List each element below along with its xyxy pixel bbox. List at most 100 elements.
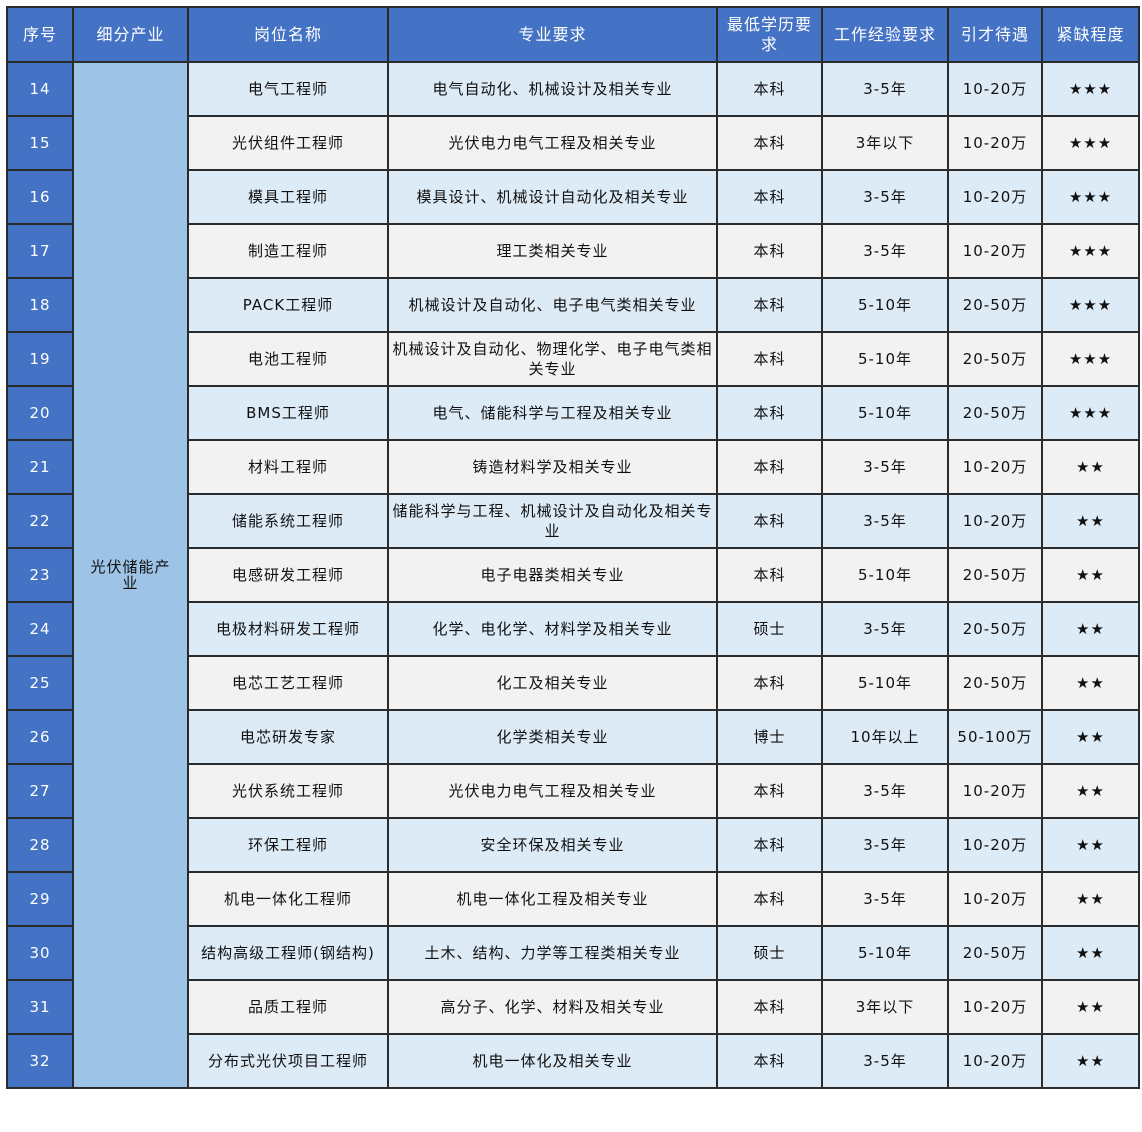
industry-cell: 光伏储能产业 — [72, 61, 189, 1089]
index-cell: 22 — [6, 493, 74, 549]
urgency-cell: ★★★ — [1041, 385, 1140, 441]
table-row: 24 电极材料研发工程师 化学、电化学、材料学及相关专业 硕士 3-5年 20-50万 ★★ — [6, 601, 1140, 657]
education-cell: 本科 — [716, 385, 823, 441]
major-cell: 土木、结构、力学等工程类相关专业 — [387, 925, 718, 981]
education-cell: 本科 — [716, 817, 823, 873]
education-cell: 本科 — [716, 979, 823, 1035]
position-cell: 光伏组件工程师 — [187, 115, 389, 171]
experience-cell: 3-5年 — [821, 601, 949, 657]
table-row: 20 BMS工程师 电气、储能科学与工程及相关专业 本科 5-10年 20-50万 ★★★ — [6, 385, 1140, 441]
position-cell: 制造工程师 — [187, 223, 389, 279]
position-cell: 环保工程师 — [187, 817, 389, 873]
index-cell: 29 — [6, 871, 74, 927]
salary-cell: 10-20万 — [947, 223, 1043, 279]
position-cell: 电气工程师 — [187, 61, 389, 117]
index-cell: 25 — [6, 655, 74, 711]
education-cell: 本科 — [716, 115, 823, 171]
urgency-cell: ★★ — [1041, 601, 1140, 657]
experience-cell: 3-5年 — [821, 169, 949, 225]
major-cell: 电气自动化、机械设计及相关专业 — [387, 61, 718, 117]
experience-cell: 3-5年 — [821, 817, 949, 873]
education-cell: 本科 — [716, 1033, 823, 1089]
index-cell: 28 — [6, 817, 74, 873]
salary-cell: 20-50万 — [947, 331, 1043, 387]
table-row: 23 电感研发工程师 电子电器类相关专业 本科 5-10年 20-50万 ★★ — [6, 547, 1140, 603]
position-cell: 电芯工艺工程师 — [187, 655, 389, 711]
salary-cell: 10-20万 — [947, 979, 1043, 1035]
table-row: 18 PACK工程师 机械设计及自动化、电子电气类相关专业 本科 5-10年 20-50万… — [6, 277, 1140, 333]
major-cell: 储能科学与工程、机械设计及自动化及相关专业 — [387, 493, 718, 549]
talent-demand-table: 序号 细分产业 岗位名称 专业要求 最低学历要求 工作经验要求 引才待遇 紧缺程度 14 光伏储… — [6, 6, 1140, 1089]
education-cell: 本科 — [716, 169, 823, 225]
index-cell: 19 — [6, 331, 74, 387]
salary-cell: 20-50万 — [947, 655, 1043, 711]
education-cell: 本科 — [716, 61, 823, 117]
experience-cell: 3-5年 — [821, 763, 949, 819]
table-row: 29 机电一体化工程师 机电一体化工程及相关专业 本科 3-5年 10-20万 ★★ — [6, 871, 1140, 927]
urgency-cell: ★★ — [1041, 1033, 1140, 1089]
salary-cell: 10-20万 — [947, 61, 1043, 117]
header-experience: 工作经验要求 — [821, 6, 949, 63]
major-cell: 机械设计及自动化、物理化学、电子电气类相关专业 — [387, 331, 718, 387]
position-cell: 品质工程师 — [187, 979, 389, 1035]
position-cell: 电池工程师 — [187, 331, 389, 387]
urgency-cell: ★★★ — [1041, 61, 1140, 117]
header-position: 岗位名称 — [187, 6, 389, 63]
experience-cell: 5-10年 — [821, 925, 949, 981]
urgency-cell: ★★★ — [1041, 169, 1140, 225]
experience-cell: 3-5年 — [821, 439, 949, 495]
major-cell: 光伏电力电气工程及相关专业 — [387, 115, 718, 171]
salary-cell: 10-20万 — [947, 871, 1043, 927]
experience-cell: 3-5年 — [821, 223, 949, 279]
major-cell: 理工类相关专业 — [387, 223, 718, 279]
header-industry: 细分产业 — [72, 6, 189, 63]
major-cell: 机电一体化及相关专业 — [387, 1033, 718, 1089]
table-row: 27 光伏系统工程师 光伏电力电气工程及相关专业 本科 3-5年 10-20万 ★★ — [6, 763, 1140, 819]
education-cell: 硕士 — [716, 925, 823, 981]
education-cell: 本科 — [716, 277, 823, 333]
urgency-cell: ★★ — [1041, 655, 1140, 711]
urgency-cell: ★★ — [1041, 871, 1140, 927]
salary-cell: 20-50万 — [947, 601, 1043, 657]
urgency-cell: ★★★ — [1041, 331, 1140, 387]
table-row: 25 电芯工艺工程师 化工及相关专业 本科 5-10年 20-50万 ★★ — [6, 655, 1140, 711]
education-cell: 博士 — [716, 709, 823, 765]
position-cell: 结构高级工程师(钢结构) — [187, 925, 389, 981]
experience-cell: 3-5年 — [821, 61, 949, 117]
position-cell: 电芯研发专家 — [187, 709, 389, 765]
header-index: 序号 — [6, 6, 74, 63]
index-cell: 16 — [6, 169, 74, 225]
position-cell: 机电一体化工程师 — [187, 871, 389, 927]
experience-cell: 5-10年 — [821, 277, 949, 333]
urgency-cell: ★★ — [1041, 925, 1140, 981]
index-cell: 18 — [6, 277, 74, 333]
header-row: 序号 细分产业 岗位名称 专业要求 最低学历要求 工作经验要求 引才待遇 紧缺程度 — [6, 6, 1140, 63]
major-cell: 安全环保及相关专业 — [387, 817, 718, 873]
salary-cell: 10-20万 — [947, 169, 1043, 225]
header-urgency: 紧缺程度 — [1041, 6, 1140, 63]
urgency-cell: ★★★ — [1041, 277, 1140, 333]
experience-cell: 3年以下 — [821, 979, 949, 1035]
urgency-cell: ★★ — [1041, 547, 1140, 603]
urgency-cell: ★★★ — [1041, 223, 1140, 279]
urgency-cell: ★★ — [1041, 763, 1140, 819]
major-cell: 光伏电力电气工程及相关专业 — [387, 763, 718, 819]
table-row: 32 分布式光伏项目工程师 机电一体化及相关专业 本科 3-5年 10-20万 ★★ — [6, 1033, 1140, 1089]
header-major: 专业要求 — [387, 6, 718, 63]
major-cell: 化工及相关专业 — [387, 655, 718, 711]
experience-cell: 5-10年 — [821, 385, 949, 441]
index-cell: 24 — [6, 601, 74, 657]
urgency-cell: ★★ — [1041, 493, 1140, 549]
experience-cell: 3-5年 — [821, 1033, 949, 1089]
major-cell: 电子电器类相关专业 — [387, 547, 718, 603]
experience-cell: 5-10年 — [821, 547, 949, 603]
table-row: 15 光伏组件工程师 光伏电力电气工程及相关专业 本科 3年以下 10-20万 ★★★ — [6, 115, 1140, 171]
education-cell: 本科 — [716, 439, 823, 495]
major-cell: 铸造材料学及相关专业 — [387, 439, 718, 495]
urgency-cell: ★★ — [1041, 817, 1140, 873]
table-row: 30 结构高级工程师(钢结构) 土木、结构、力学等工程类相关专业 硕士 5-10年 20-… — [6, 925, 1140, 981]
table-row: 31 品质工程师 高分子、化学、材料及相关专业 本科 3年以下 10-20万 ★★ — [6, 979, 1140, 1035]
education-cell: 本科 — [716, 655, 823, 711]
major-cell: 模具设计、机械设计自动化及相关专业 — [387, 169, 718, 225]
index-cell: 14 — [6, 61, 74, 117]
